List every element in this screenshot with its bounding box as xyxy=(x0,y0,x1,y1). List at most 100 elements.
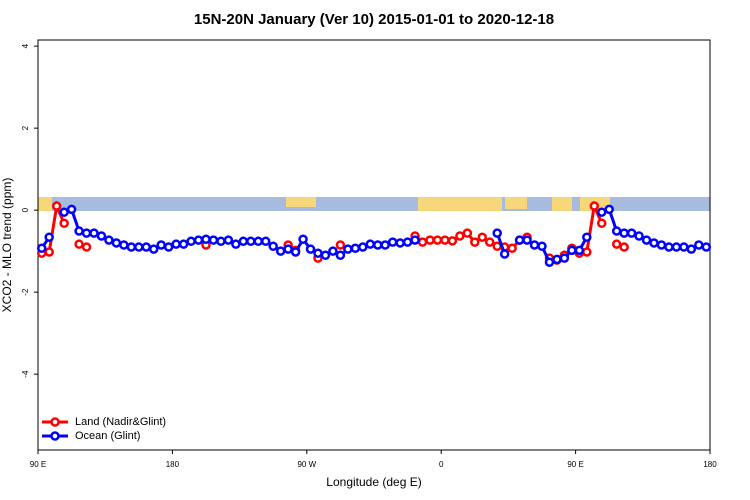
point xyxy=(402,237,413,247)
map-land xyxy=(418,197,502,211)
point xyxy=(96,231,107,241)
map-land xyxy=(38,197,52,211)
map-ocean xyxy=(38,197,710,211)
y-tick-label: -2 xyxy=(21,288,30,296)
point xyxy=(634,231,644,241)
point xyxy=(522,235,532,245)
point xyxy=(320,250,331,260)
point xyxy=(596,207,607,217)
point xyxy=(470,237,480,247)
point xyxy=(246,236,256,247)
y-tick-label: 2 xyxy=(21,125,30,130)
point xyxy=(641,235,652,245)
point xyxy=(425,235,435,245)
point xyxy=(484,237,495,247)
series xyxy=(36,204,712,267)
point xyxy=(582,247,592,257)
point xyxy=(574,245,585,256)
point xyxy=(290,247,301,257)
point xyxy=(36,243,47,254)
point xyxy=(619,242,629,252)
point xyxy=(201,234,211,245)
point xyxy=(440,235,450,245)
point xyxy=(178,239,189,249)
legend-marker xyxy=(50,431,60,441)
point xyxy=(529,240,540,250)
point xyxy=(417,237,428,247)
point xyxy=(679,242,689,252)
point xyxy=(380,240,390,250)
point xyxy=(387,237,398,247)
point xyxy=(611,239,622,249)
point xyxy=(81,228,92,238)
point xyxy=(156,240,166,250)
point xyxy=(462,228,473,238)
point xyxy=(119,240,129,250)
point xyxy=(231,239,241,249)
point xyxy=(186,236,196,247)
point xyxy=(126,242,137,252)
point xyxy=(111,238,122,248)
point xyxy=(477,232,488,242)
point xyxy=(305,244,316,254)
point xyxy=(358,242,368,252)
point xyxy=(589,201,600,211)
point xyxy=(313,248,323,258)
point xyxy=(686,244,697,254)
point xyxy=(44,232,54,242)
point xyxy=(81,242,92,252)
point xyxy=(171,239,181,249)
point xyxy=(499,249,510,259)
point xyxy=(455,231,465,241)
point xyxy=(694,240,704,250)
point xyxy=(604,204,614,215)
point xyxy=(335,250,346,260)
point xyxy=(701,242,712,252)
x-axis-label: Longitude (deg E) xyxy=(326,475,421,489)
chart-title: 15N-20N January (Ver 10) 2015-01-01 to 2… xyxy=(194,11,554,28)
point xyxy=(372,240,383,250)
point xyxy=(298,234,308,245)
point xyxy=(74,239,84,249)
point xyxy=(328,246,338,256)
point xyxy=(44,247,54,257)
point xyxy=(552,254,562,265)
point xyxy=(350,243,361,254)
point xyxy=(596,218,607,229)
point xyxy=(74,226,84,236)
point xyxy=(664,242,674,252)
series-line xyxy=(40,207,707,265)
point xyxy=(66,204,77,215)
map-land xyxy=(286,197,316,207)
y-tick-label: -4 xyxy=(21,370,30,378)
y-tick-label: 0 xyxy=(21,207,30,212)
map-strip xyxy=(38,197,710,211)
point xyxy=(51,201,62,211)
point xyxy=(447,236,458,246)
point xyxy=(507,243,517,254)
legend-label: Land (Nadir&Glint) xyxy=(75,416,166,428)
point xyxy=(567,245,577,256)
y-axis-label: XCO2 - MLO trend (ppm) xyxy=(0,178,14,313)
point xyxy=(582,232,592,242)
point xyxy=(395,238,405,248)
point xyxy=(193,235,204,245)
point xyxy=(410,235,420,245)
map-land xyxy=(505,197,527,209)
point xyxy=(626,228,637,238)
point xyxy=(619,228,629,238)
point xyxy=(656,240,667,250)
point xyxy=(148,244,159,254)
legend-marker xyxy=(50,417,60,427)
point xyxy=(335,240,346,250)
point xyxy=(134,242,144,252)
point xyxy=(492,228,502,238)
x-tick-label: 0 xyxy=(439,460,444,469)
point xyxy=(649,238,659,248)
point xyxy=(432,235,443,245)
point xyxy=(514,235,525,245)
map-land xyxy=(552,197,572,211)
point xyxy=(163,242,174,252)
